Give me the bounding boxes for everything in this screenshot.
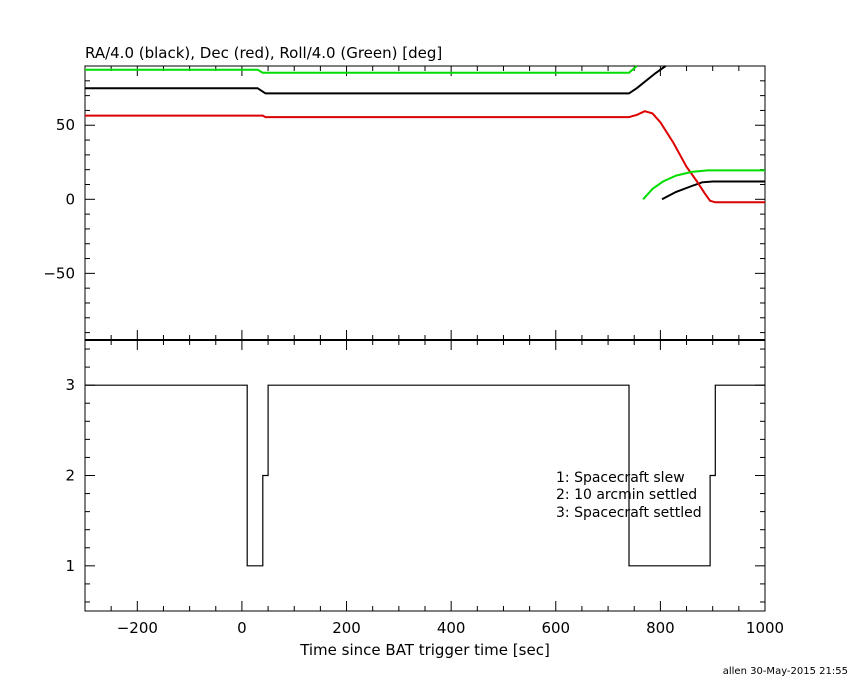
legend-entry-slew: 1: Spacecraft slew	[556, 470, 685, 486]
bottom-panel: 1 2 3 −200 0 200 400 600 800 1000 1: Spacecraft s…	[65, 339, 784, 637]
y-tick-label-bottom: 2	[65, 467, 75, 485]
series-line-0	[85, 65, 667, 95]
x-tick-label: 400	[437, 619, 466, 637]
series-line-0	[661, 180, 765, 201]
top-panel: −50 0 50	[43, 65, 766, 341]
y-tick-label-bottom: 1	[65, 557, 75, 575]
series-line-2	[642, 169, 765, 200]
series-line-1	[85, 110, 765, 204]
x-tick-label: 200	[332, 619, 361, 637]
x-tick-label: −200	[117, 619, 158, 637]
top-panel-frame	[84, 65, 766, 341]
footer-stamp: allen 30-May-2015 21:55	[723, 666, 848, 677]
top-ticks: −50 0 50	[43, 65, 766, 340]
legend: 1: Spacecraft slew 2: 10 arcmin settled …	[556, 470, 702, 521]
bottom-series	[85, 384, 765, 567]
x-axis-label: Time since BAT trigger time [sec]	[299, 641, 550, 659]
legend-entry-settled: 3: Spacecraft settled	[556, 505, 702, 521]
x-tick-label: 800	[646, 619, 675, 637]
top-chart-title: RA/4.0 (black), Dec (red), Roll/4.0 (Gre…	[85, 44, 442, 62]
legend-entry-10arcmin: 2: 10 arcmin settled	[556, 487, 697, 503]
x-tick-label: 1000	[746, 619, 784, 637]
y-tick-label-top: 0	[65, 190, 75, 208]
y-tick-label-bottom: 3	[65, 376, 75, 394]
y-tick-label-top: 50	[56, 116, 75, 134]
x-tick-label: 0	[237, 619, 247, 637]
series-line-2	[85, 65, 638, 74]
x-tick-label: 600	[541, 619, 570, 637]
top-series	[85, 65, 765, 204]
y-tick-label-top: −50	[43, 264, 75, 282]
bottom-ticks: 1 2 3 −200 0 200 400 600 800 1000	[65, 340, 784, 637]
settle-status-line	[85, 384, 765, 567]
